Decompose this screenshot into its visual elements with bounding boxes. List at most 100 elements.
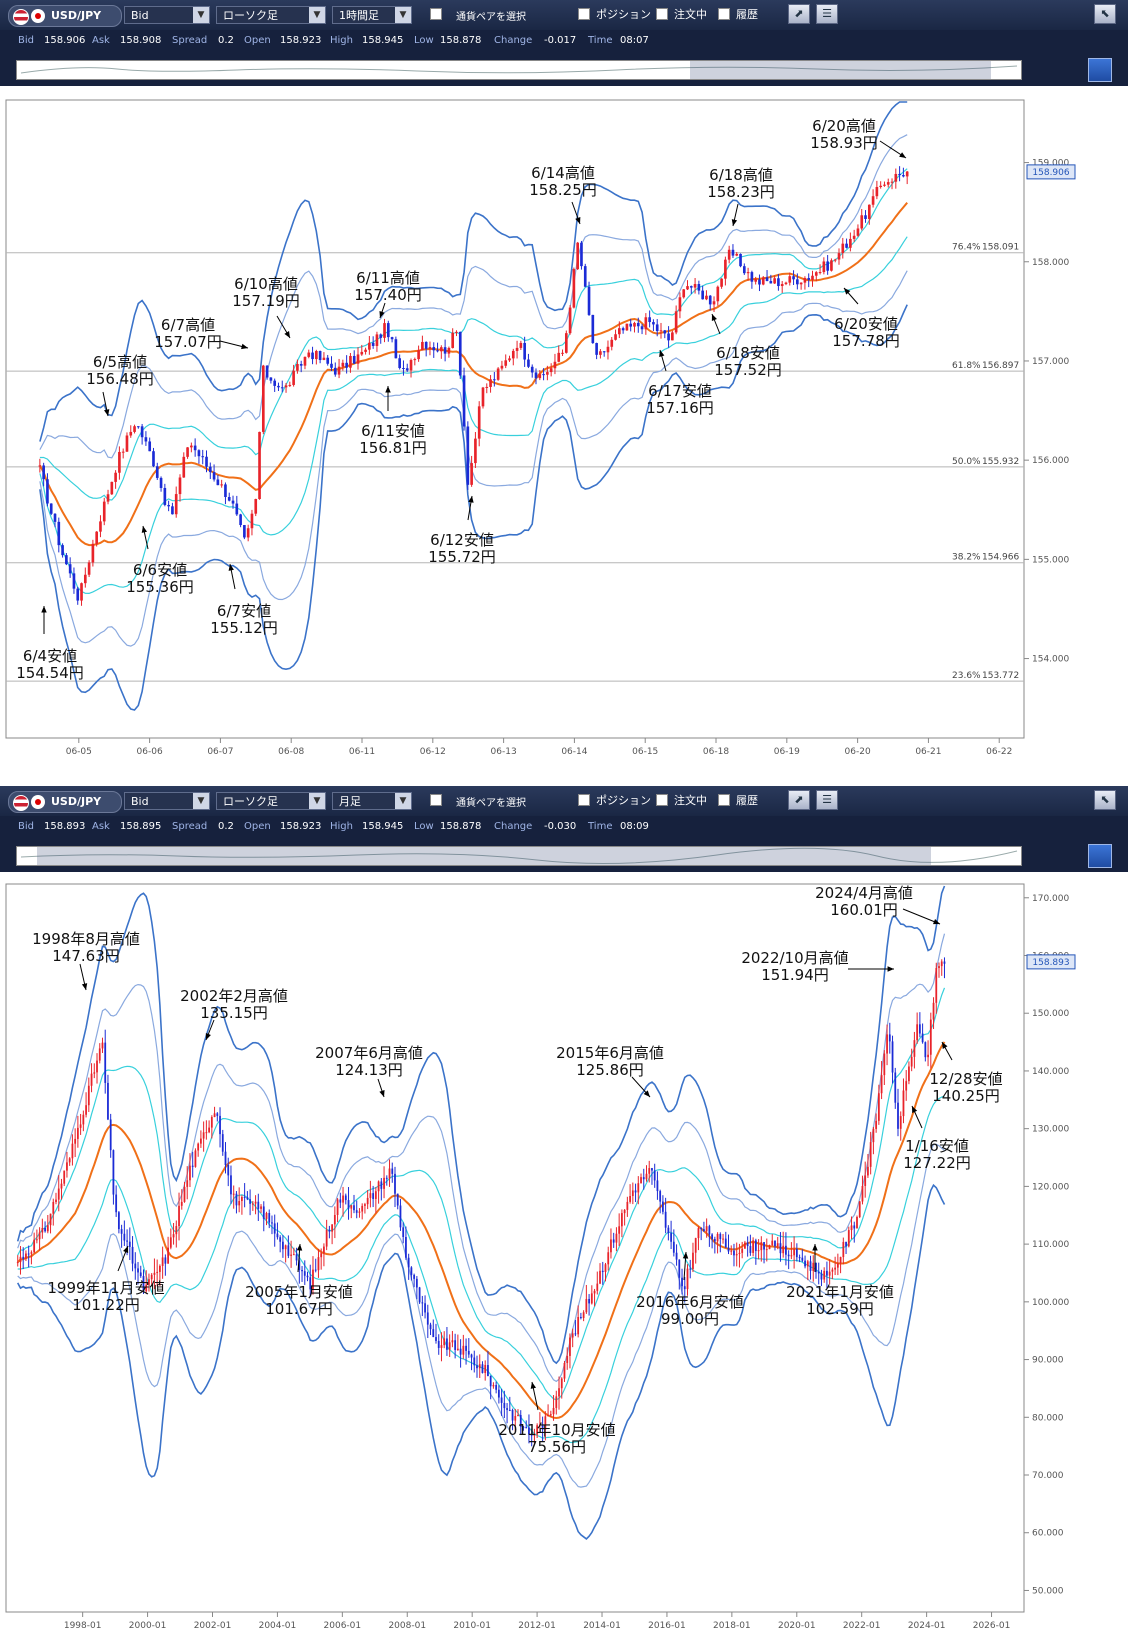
y-axis-tick-label: 140.000 bbox=[1032, 1067, 1069, 1077]
fib-level-price: 154.966 bbox=[982, 553, 1019, 563]
position-checkbox[interactable] bbox=[578, 794, 590, 806]
candle-body bbox=[71, 1143, 74, 1159]
candle-body bbox=[615, 1233, 618, 1243]
orders-checkbox[interactable] bbox=[656, 8, 668, 20]
candle-body bbox=[830, 260, 833, 271]
candle-body bbox=[542, 374, 545, 376]
candle-body bbox=[27, 1253, 30, 1255]
candle-body bbox=[336, 1199, 339, 1215]
candle-body bbox=[208, 466, 212, 473]
bid-value: 158.893 bbox=[44, 821, 86, 832]
candle-body bbox=[356, 354, 360, 364]
annotation-arrowhead bbox=[228, 564, 234, 571]
candle-body bbox=[730, 1250, 733, 1252]
expand-icon[interactable] bbox=[1088, 844, 1112, 868]
candle-body bbox=[637, 1183, 640, 1193]
candle-body bbox=[424, 1303, 426, 1313]
candle-body bbox=[549, 368, 553, 373]
hourly-chart-area[interactable]: 159.000 158.000 157.000 156.000 155.000 154.0… bbox=[0, 86, 1128, 778]
candle-body bbox=[841, 243, 845, 254]
draw-tool-button[interactable]: ⬈ bbox=[788, 4, 810, 24]
candle-body bbox=[339, 1199, 342, 1203]
candle-body bbox=[470, 1354, 473, 1358]
candle-body bbox=[826, 1270, 828, 1276]
hourly-candlestick-chart[interactable]: 159.000 158.000 157.000 156.000 155.000 154.0… bbox=[0, 86, 1128, 778]
y-axis-tick-label: 150.000 bbox=[1032, 1009, 1069, 1019]
candle-body bbox=[614, 334, 617, 340]
candle-body bbox=[790, 1255, 793, 1257]
indicator-button[interactable]: ☰ bbox=[816, 790, 838, 810]
plot-frame bbox=[5, 883, 1025, 1613]
candle-body bbox=[705, 1226, 708, 1232]
pair-select-checkbox[interactable] bbox=[430, 794, 442, 806]
candle-body bbox=[307, 352, 311, 357]
candle-body bbox=[727, 249, 731, 260]
plot-frame bbox=[5, 99, 1025, 739]
history-checkbox[interactable] bbox=[718, 794, 730, 806]
annotation-arrowhead bbox=[933, 919, 940, 925]
x-axis-tick-label: 2000-01 bbox=[129, 1621, 167, 1631]
candle-body bbox=[298, 1260, 301, 1270]
candle-body bbox=[72, 573, 76, 589]
history-checkbox[interactable] bbox=[718, 8, 730, 20]
indicator-button[interactable]: ☰ bbox=[816, 4, 838, 24]
candle-body bbox=[235, 503, 239, 515]
candle-body bbox=[634, 1190, 637, 1193]
currency-pair-button[interactable]: USD/JPY bbox=[8, 791, 122, 813]
candle-body bbox=[317, 1257, 320, 1271]
candle-body bbox=[55, 1199, 57, 1202]
currency-pair-button[interactable]: USD/JPY bbox=[8, 5, 122, 27]
candle-body bbox=[133, 426, 136, 432]
annotation-label: 1/16安値 bbox=[905, 1137, 969, 1155]
pair-select-label: 通貨ペアを選択 bbox=[456, 12, 526, 23]
navigator-scrollbar[interactable] bbox=[16, 846, 1022, 866]
candle-body bbox=[432, 1329, 435, 1338]
candle-body bbox=[579, 1316, 582, 1319]
candle-body bbox=[604, 1264, 607, 1273]
candle-body bbox=[90, 1073, 93, 1086]
candle-body bbox=[809, 1261, 812, 1271]
chart-type-select[interactable]: ローソク足 ▼ bbox=[216, 792, 326, 810]
orders-label: 注文中 bbox=[674, 794, 707, 807]
position-checkbox[interactable] bbox=[578, 8, 590, 20]
monthly-candlestick-chart[interactable]: 170.000160.000150.000140.000130.000120.0… bbox=[0, 872, 1128, 1641]
candle-body bbox=[872, 1128, 875, 1143]
candle-body bbox=[782, 1245, 785, 1254]
draw-tool-button[interactable]: ⬈ bbox=[788, 790, 810, 810]
expand-icon[interactable] bbox=[1088, 58, 1112, 82]
candle-body bbox=[735, 253, 739, 256]
orders-checkbox[interactable] bbox=[656, 794, 668, 806]
timeframe-select[interactable]: 1時間足 ▼ bbox=[332, 6, 412, 24]
candle-body bbox=[571, 1333, 574, 1338]
candle-body bbox=[871, 196, 875, 205]
candle-body bbox=[432, 347, 436, 351]
candle-body bbox=[879, 185, 882, 188]
candle-body bbox=[394, 339, 398, 359]
candle-body bbox=[777, 278, 780, 287]
candle-body bbox=[626, 1201, 629, 1210]
pair-select-checkbox[interactable] bbox=[430, 8, 442, 20]
candle-body bbox=[337, 366, 341, 375]
candle-body bbox=[243, 525, 246, 538]
candle-body bbox=[768, 1245, 771, 1250]
candle-body bbox=[415, 1278, 418, 1288]
price-type-select[interactable]: Bid ▼ bbox=[124, 792, 210, 810]
x-axis-tick-label: 2020-01 bbox=[778, 1621, 816, 1631]
navigator-scrollbar[interactable] bbox=[16, 60, 1022, 80]
chart-type-select[interactable]: ローソク足 ▼ bbox=[216, 6, 326, 24]
collapse-button[interactable]: ⬉ bbox=[1094, 790, 1116, 810]
candle-body bbox=[123, 1233, 126, 1241]
candle-body bbox=[466, 426, 470, 485]
collapse-button[interactable]: ⬉ bbox=[1094, 4, 1116, 24]
y-axis-tick-label: 159.000 bbox=[1032, 159, 1069, 169]
navigator-window[interactable] bbox=[37, 847, 931, 865]
candle-body bbox=[636, 322, 640, 327]
navigator-window[interactable] bbox=[689, 61, 991, 79]
y-axis-tick-label: 157.000 bbox=[1032, 357, 1069, 367]
monthly-chart-area[interactable]: 170.000160.000150.000140.000130.000120.0… bbox=[0, 872, 1128, 1641]
timeframe-select[interactable]: 月足 ▼ bbox=[332, 792, 412, 810]
candle-body bbox=[19, 1256, 22, 1263]
candle-body bbox=[533, 1434, 536, 1436]
annotation-arrowhead bbox=[682, 1252, 689, 1259]
price-type-select[interactable]: Bid ▼ bbox=[124, 6, 210, 24]
